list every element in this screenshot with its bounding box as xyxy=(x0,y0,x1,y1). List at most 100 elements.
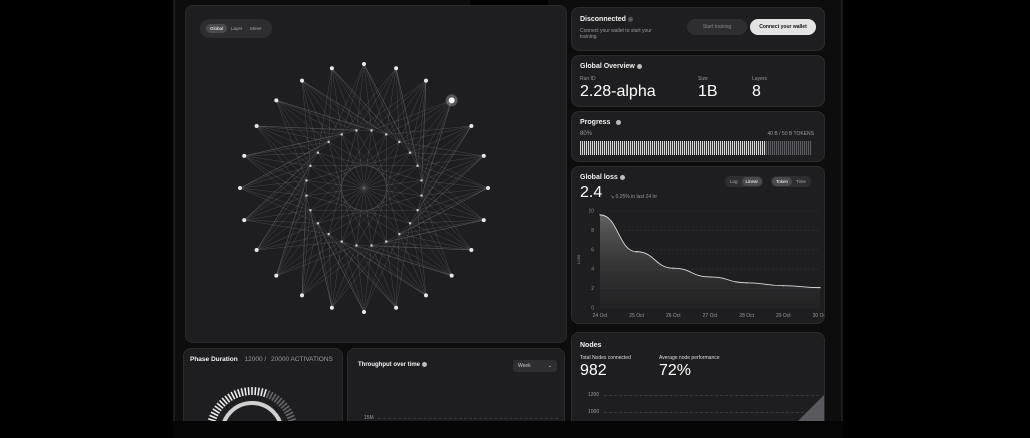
chevron-down-icon: ⌄ xyxy=(547,363,552,369)
graph-node xyxy=(370,129,373,132)
run-id-value: 2.28-alpha xyxy=(580,83,656,100)
progress-tick xyxy=(646,141,648,155)
nodes-ytick-1000: 1000 xyxy=(588,409,600,415)
throughput-title: Throughput over time xyxy=(358,362,427,368)
gauge-tick xyxy=(280,402,288,409)
x-tick-label: 24 Oct xyxy=(593,313,608,319)
progress-tick xyxy=(580,141,582,155)
x-tick-label: 25 Oct xyxy=(629,313,644,319)
progress-tick xyxy=(664,141,666,155)
graph-node xyxy=(329,305,334,310)
axis-time[interactable]: Time xyxy=(796,179,806,184)
graph-node xyxy=(384,133,388,136)
phase-gauge xyxy=(206,387,298,427)
gauge-tick xyxy=(282,405,290,412)
node-performance-value: 72% xyxy=(659,362,692,379)
tab-global[interactable]: Global xyxy=(206,24,228,33)
node-performance-label: Average node performance xyxy=(659,355,720,361)
graph-node xyxy=(420,179,423,182)
progress-tick xyxy=(584,141,586,155)
loss-point xyxy=(819,287,821,289)
progress-tick xyxy=(668,141,670,155)
progress-tick xyxy=(674,141,676,155)
size-label: Size xyxy=(698,76,708,82)
gauge-tick xyxy=(268,391,274,400)
progress-tick xyxy=(756,141,758,155)
graph-node xyxy=(424,78,428,83)
graph-node xyxy=(340,240,344,243)
progress-tick xyxy=(620,141,622,155)
nodes-gridline xyxy=(604,395,819,396)
progress-tick xyxy=(788,141,790,155)
graph-node xyxy=(398,140,401,144)
graph-node xyxy=(274,98,279,103)
x-tick-label: 27 Oct xyxy=(703,313,718,319)
scale-linear[interactable]: Linear xyxy=(741,177,763,186)
period-value: Week xyxy=(518,363,531,369)
y-tick-label: 8 xyxy=(591,228,594,234)
progress-tick xyxy=(654,141,656,155)
period-select[interactable]: Week ⌄ xyxy=(513,360,557,372)
gauge-tick xyxy=(247,387,250,396)
progress-tick xyxy=(624,141,626,155)
progress-tick xyxy=(606,141,608,155)
tab-layer[interactable]: Layer xyxy=(231,26,243,31)
graph-node xyxy=(316,222,320,225)
progress-tick xyxy=(758,141,760,155)
nodes-gridline xyxy=(604,412,819,413)
device-frame: Global Layer Miner Disconnected Connect … xyxy=(173,0,843,438)
connection-status: Disconnected xyxy=(580,16,633,23)
gauge-tick xyxy=(273,395,280,403)
progress-tick xyxy=(720,141,722,155)
start-training-button[interactable]: Start training xyxy=(687,19,747,35)
progress-tick xyxy=(710,141,712,155)
gauge-tick xyxy=(227,393,233,402)
layers-value: 8 xyxy=(752,83,761,100)
graph-node xyxy=(305,194,308,197)
connection-hint: Connect your wallet to start your traini… xyxy=(580,28,652,40)
axis-toggle: Token Time xyxy=(771,176,811,187)
progress-tick xyxy=(742,141,744,155)
axis-token[interactable]: Token xyxy=(772,177,793,186)
progress-tick xyxy=(806,141,808,155)
gauge-tick xyxy=(287,418,296,423)
graph-node xyxy=(486,186,490,190)
graph-node xyxy=(274,273,279,278)
progress-tick xyxy=(796,141,798,155)
progress-tick xyxy=(712,141,714,155)
scale-log[interactable]: Log xyxy=(730,179,738,184)
nodes-sparkline xyxy=(794,395,824,425)
loss-point xyxy=(672,267,674,269)
loss-point xyxy=(782,285,784,287)
graph-node xyxy=(355,129,358,132)
connect-wallet-button[interactable]: Connect your wallet xyxy=(750,19,816,35)
gauge-tick xyxy=(276,397,283,405)
progress-tick xyxy=(790,141,792,155)
gauge-tick xyxy=(271,393,277,402)
gauge-tick xyxy=(216,402,224,409)
tab-miner[interactable]: Miner xyxy=(250,26,262,31)
gauge-tick xyxy=(257,387,260,396)
info-icon xyxy=(616,119,622,125)
gauge-tick xyxy=(262,389,267,398)
progress-tick xyxy=(640,141,642,155)
progress-tick xyxy=(652,141,654,155)
graph-node xyxy=(408,151,412,154)
progress-tick xyxy=(760,141,762,155)
progress-tick xyxy=(604,141,606,155)
progress-tick xyxy=(608,141,610,155)
progress-tick xyxy=(746,141,748,155)
progress-tick xyxy=(648,141,650,155)
info-icon xyxy=(422,362,427,367)
progress-tick xyxy=(804,141,806,155)
progress-tick xyxy=(762,141,764,155)
y-tick-label: 10 xyxy=(588,209,594,215)
progress-tick xyxy=(708,141,710,155)
graph-node xyxy=(416,164,419,168)
graph-node xyxy=(355,244,358,247)
progress-tick xyxy=(780,141,782,155)
progress-tick xyxy=(636,141,638,155)
gauge-tick xyxy=(237,389,242,398)
progress-tick xyxy=(598,141,600,155)
graph-node xyxy=(398,232,401,236)
